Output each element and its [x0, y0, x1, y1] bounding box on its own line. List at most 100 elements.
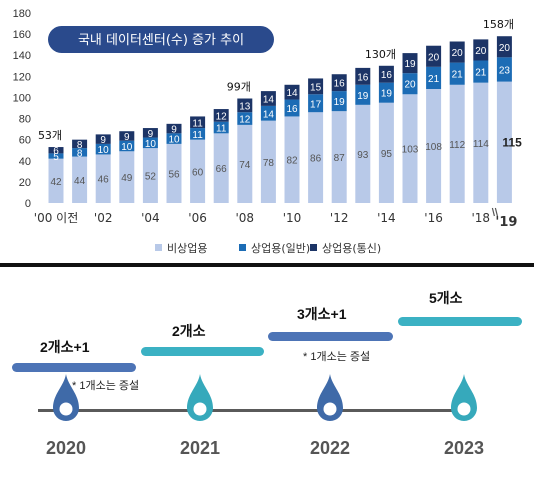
bar-noncommercial: [331, 111, 347, 203]
data-label: 10: [145, 139, 157, 150]
bar-commercial-general: [378, 82, 394, 103]
bar-commercial-general: [95, 143, 111, 155]
bar-commercial-general: [119, 140, 135, 152]
bar-commercial-telecom: [213, 109, 229, 122]
bar-noncommercial: [473, 82, 489, 203]
location-pin-icon-2023: [449, 374, 479, 426]
bar-noncommercial: [308, 112, 324, 203]
bar-commercial-general: [473, 60, 489, 83]
bar-commercial-telecom: [426, 45, 442, 67]
data-label: 52: [145, 172, 157, 183]
timeline-label-2021: 2개소: [172, 323, 206, 339]
data-label: 14: [263, 109, 275, 120]
data-label: 16: [334, 79, 346, 90]
timeline-label-2023: 5개소: [429, 290, 463, 306]
data-label: 95: [381, 149, 393, 160]
bar-commercial-general: [496, 57, 512, 82]
data-label: 114: [473, 139, 489, 150]
timeline-note-2020: * 1개소는 증설: [72, 380, 140, 392]
x-tick-label: '00 이전: [34, 211, 78, 225]
data-label: 20: [499, 43, 511, 54]
x-tick-label: '18: [472, 211, 491, 225]
data-label: 8: [77, 148, 83, 159]
bar-commercial-telecom: [72, 139, 88, 149]
data-label: 9: [124, 132, 130, 143]
legend-label: 상업용(통신): [322, 242, 381, 255]
data-label: 42: [50, 177, 62, 188]
bar-commercial-telecom: [496, 36, 512, 58]
section-divider: [0, 263, 534, 267]
chart-svg: 0 20 40 60 80 100 120 140 160 180 국내 데이터센터(수) 증가 추…: [13, 8, 522, 255]
bar-commercial-general: [426, 66, 442, 89]
bar-commercial-general: [142, 137, 158, 149]
data-label: 9: [100, 135, 106, 146]
legend-label: 비상업용: [167, 242, 207, 255]
timeline-year-2021: 2021: [179, 438, 221, 458]
timeline-year-2023: 2023: [443, 438, 485, 458]
data-label: 17: [310, 99, 322, 110]
bar-commercial-telecom: [473, 39, 489, 61]
data-label: 15: [310, 82, 322, 93]
data-label: 16: [286, 104, 298, 115]
data-label: 19: [357, 91, 369, 102]
x-tick-label: '02: [94, 211, 113, 225]
data-label: 103: [402, 145, 419, 156]
chart-title-pill: [48, 26, 274, 53]
data-label: 16: [381, 70, 393, 81]
timeline-bar-2020: [12, 363, 136, 372]
data-label: 12: [216, 111, 228, 122]
bar-noncommercial: [213, 133, 229, 203]
bar-commercial-general: [284, 99, 300, 117]
data-label: 49: [121, 173, 133, 184]
bar-commercial-telecom: [449, 41, 465, 63]
bar-commercial-general: [237, 112, 253, 125]
total-label: 53개: [38, 129, 62, 142]
bar-commercial-telecom: [284, 84, 300, 100]
data-label: 60: [192, 167, 204, 178]
data-label: 87: [334, 153, 346, 164]
y-tick-label: 20: [19, 177, 31, 189]
y-tick-label: 40: [19, 156, 31, 168]
total-label: 130개: [365, 48, 396, 61]
bar-noncommercial: [142, 148, 158, 203]
data-label: 6: [53, 146, 59, 157]
bar-commercial-telecom: [142, 128, 158, 138]
bar-noncommercial: [496, 81, 512, 203]
bar-noncommercial: [237, 124, 253, 203]
bar-commercial-general: [331, 91, 347, 112]
bar-commercial-general: [449, 62, 465, 85]
timeline-note-2022: * 1개소는 증설: [303, 351, 371, 363]
legend-swatch: [155, 244, 162, 251]
x-tick-label: '12: [330, 211, 349, 225]
data-label: 21: [452, 70, 464, 81]
data-label: 14: [263, 95, 275, 106]
legend-swatch: [239, 244, 246, 251]
bar-noncommercial: [449, 84, 465, 203]
data-label: 5: [53, 152, 59, 163]
bar-commercial-telecom: [378, 65, 394, 83]
x-tick-label: '08: [236, 211, 255, 225]
bar-commercial-telecom: [48, 147, 64, 154]
x-tick-label: '14: [377, 211, 396, 225]
timeline-bar-2021: [141, 347, 264, 356]
bar-noncommercial: [72, 156, 88, 203]
bar-commercial-telecom: [190, 116, 206, 129]
timeline-year-2022: 2022: [309, 438, 351, 458]
bar-commercial-telecom: [402, 53, 418, 74]
y-tick-label: 100: [13, 92, 31, 104]
data-label: 82: [286, 156, 298, 167]
bar-noncommercial: [355, 104, 371, 203]
data-label: 10: [121, 142, 133, 153]
data-label: 66: [216, 164, 228, 175]
chart-title: 국내 데이터센터(수) 증가 추이: [78, 33, 244, 48]
y-tick-label: 120: [13, 71, 31, 83]
bar-commercial-general: [166, 133, 182, 144]
data-label: 108: [425, 142, 442, 153]
bar-noncommercial: [260, 120, 276, 203]
data-label: 9: [148, 129, 154, 140]
bar-noncommercial: [284, 116, 300, 203]
bar-commercial-general: [48, 153, 64, 159]
data-label: 115: [502, 135, 522, 149]
bar-commercial-general: [190, 128, 206, 140]
y-tick-label: 180: [13, 8, 31, 20]
